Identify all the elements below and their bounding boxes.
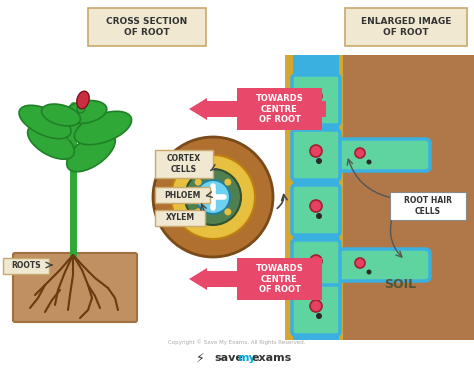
FancyBboxPatch shape [292, 75, 340, 125]
Ellipse shape [63, 100, 107, 123]
Circle shape [195, 209, 201, 215]
Text: XYLEM: XYLEM [165, 213, 194, 223]
Text: ⚡: ⚡ [196, 351, 204, 364]
Circle shape [171, 155, 255, 239]
Bar [293, 55, 339, 340]
Circle shape [153, 137, 273, 257]
Circle shape [310, 145, 322, 157]
FancyBboxPatch shape [330, 249, 430, 281]
Text: ENLARGED IMAGE
OF ROOT: ENLARGED IMAGE OF ROOT [361, 17, 451, 37]
FancyBboxPatch shape [292, 240, 340, 290]
Ellipse shape [42, 104, 81, 126]
FancyBboxPatch shape [292, 185, 340, 235]
Circle shape [316, 313, 322, 319]
Text: TOWARDS
CENTRE
OF ROOT: TOWARDS CENTRE OF ROOT [255, 264, 303, 294]
Ellipse shape [19, 105, 71, 139]
Text: Copyright © Save My Exams. All Rights Reserved.: Copyright © Save My Exams. All Rights Re… [168, 339, 306, 345]
Text: CORTEX
CELLS: CORTEX CELLS [167, 154, 201, 174]
Text: exams: exams [252, 353, 292, 363]
Text: SOIL: SOIL [384, 279, 416, 292]
FancyBboxPatch shape [292, 130, 340, 180]
FancyArrow shape [189, 98, 322, 120]
Ellipse shape [27, 125, 74, 159]
Circle shape [224, 179, 231, 186]
Circle shape [316, 158, 322, 164]
Ellipse shape [77, 103, 85, 113]
Circle shape [355, 148, 365, 158]
Bar [285, 55, 343, 340]
Ellipse shape [77, 91, 89, 109]
Text: PHLOEM: PHLOEM [164, 191, 201, 200]
Text: ROOTS: ROOTS [11, 261, 41, 270]
Ellipse shape [74, 111, 132, 145]
FancyBboxPatch shape [88, 8, 206, 46]
FancyBboxPatch shape [155, 187, 210, 203]
Circle shape [310, 200, 322, 212]
Text: save: save [214, 353, 243, 363]
FancyBboxPatch shape [330, 139, 430, 171]
Text: TOWARDS
CENTRE
OF ROOT: TOWARDS CENTRE OF ROOT [255, 94, 303, 124]
FancyBboxPatch shape [237, 88, 322, 130]
Circle shape [316, 213, 322, 219]
Text: CROSS SECTION
OF ROOT: CROSS SECTION OF ROOT [106, 17, 188, 37]
Circle shape [316, 268, 322, 274]
Circle shape [310, 90, 322, 102]
Text: my: my [237, 353, 256, 363]
FancyBboxPatch shape [13, 253, 137, 322]
FancyBboxPatch shape [345, 8, 467, 46]
Circle shape [366, 160, 372, 164]
FancyBboxPatch shape [237, 258, 322, 300]
FancyBboxPatch shape [3, 258, 49, 274]
Circle shape [355, 258, 365, 268]
FancyBboxPatch shape [155, 150, 213, 178]
Text: ROOT HAIR
CELLS: ROOT HAIR CELLS [404, 196, 452, 216]
FancyArrow shape [316, 101, 326, 117]
FancyBboxPatch shape [155, 210, 205, 226]
Circle shape [310, 255, 322, 267]
FancyBboxPatch shape [390, 192, 466, 220]
Circle shape [195, 179, 201, 186]
Bar [335, 55, 474, 340]
Circle shape [196, 180, 230, 214]
Ellipse shape [67, 132, 115, 172]
Circle shape [310, 300, 322, 312]
Circle shape [185, 169, 241, 225]
FancyArrow shape [189, 268, 322, 290]
Circle shape [366, 270, 372, 275]
Circle shape [224, 209, 231, 215]
Circle shape [316, 103, 322, 109]
FancyBboxPatch shape [292, 285, 340, 335]
